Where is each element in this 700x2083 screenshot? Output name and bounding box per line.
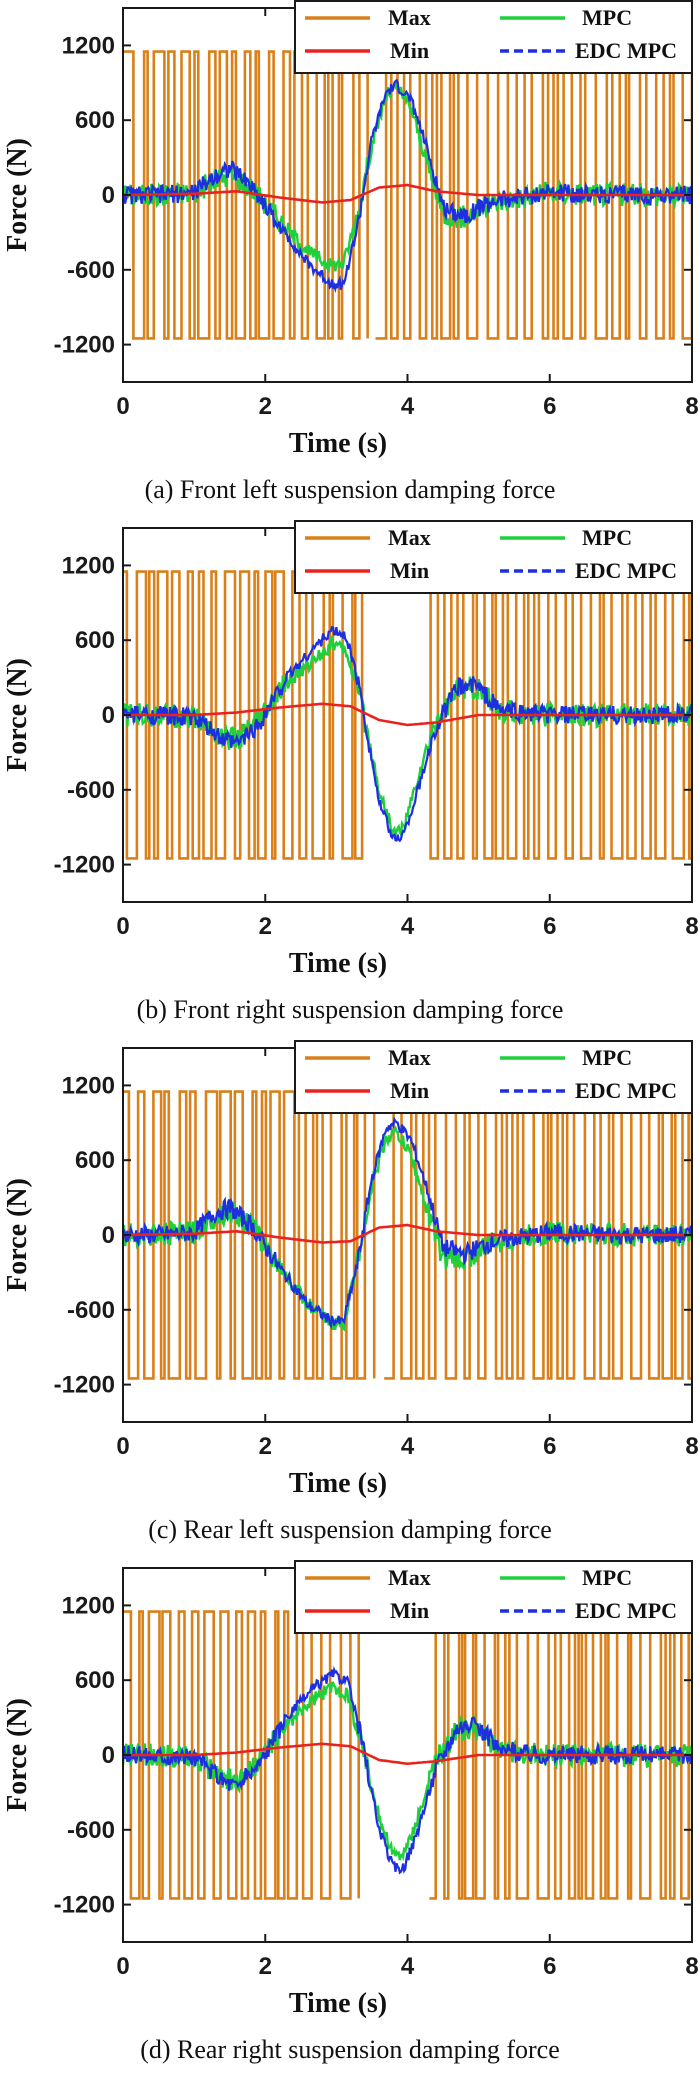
plot-area <box>123 1090 692 1380</box>
y-tick-label: 0 <box>102 702 115 729</box>
legend-box <box>294 1040 693 1114</box>
legend-label-min: Min <box>390 38 429 63</box>
legend-label-mpc: MPC <box>582 1565 632 1590</box>
y-tick-label: 0 <box>102 182 115 209</box>
y-axis-label: Force (N) <box>2 138 33 252</box>
chart-svg: -1200 -600 0 600 1200 0 2 4 6 8 Time (s) Force (N) M… <box>2 1040 699 1499</box>
series-line-edc-mpc <box>123 78 692 294</box>
chart-panel-3: -1200 -600 0 600 1200 0 2 4 6 8 Time (s) Force (N) M… <box>0 1040 700 1560</box>
y-tick-label: 0 <box>102 1742 115 1769</box>
y-tick-label: -1200 <box>54 852 115 879</box>
legend-box <box>294 520 693 594</box>
series-line-min <box>123 1742 692 1766</box>
plot-area <box>123 1610 692 1900</box>
y-tick-label: 600 <box>75 1147 115 1174</box>
legend-box <box>294 0 693 74</box>
x-tick-label: 4 <box>401 913 415 940</box>
chart-svg: -1200 -600 0 600 1200 0 2 4 6 8 Time (s) Force (N) M… <box>2 520 699 979</box>
figure-caption: (c) Rear left suspension damping force <box>148 1515 552 1544</box>
x-tick-label: 4 <box>401 1953 415 1980</box>
x-tick-label: 0 <box>116 1433 129 1460</box>
y-tick-label: -1200 <box>54 1892 115 1919</box>
legend-label-max: Max <box>388 525 431 550</box>
x-axis-label: Time (s) <box>289 428 387 459</box>
y-tick-label: -600 <box>67 257 115 284</box>
x-tick-label: 0 <box>116 393 129 420</box>
x-axis-label: Time (s) <box>289 1988 387 2019</box>
y-tick-label: 1200 <box>62 552 115 579</box>
chart-panel-1: -1200 -600 0 600 1200 0 2 4 6 8 Time (s) Force (N) M… <box>0 0 700 520</box>
series-line-mpc <box>123 636 692 839</box>
x-tick-label: 8 <box>685 1953 698 1980</box>
y-axis-label: Force (N) <box>2 658 33 772</box>
legend-label-edc-mpc: EDC MPC <box>575 558 677 583</box>
chart-svg: -1200 -600 0 600 1200 0 2 4 6 8 Time (s) Force (N) M… <box>2 0 699 459</box>
legend-box <box>294 1560 693 1634</box>
x-tick-label: 4 <box>401 1433 415 1460</box>
legend-label-max: Max <box>388 1045 431 1070</box>
legend-label-max: Max <box>388 5 431 30</box>
series-line-min <box>123 1223 692 1244</box>
chart-svg: -1200 -600 0 600 1200 0 2 4 6 8 Time (s) Force (N) M… <box>2 1560 699 2019</box>
x-tick-label: 6 <box>543 1953 556 1980</box>
legend-label-min: Min <box>390 1078 429 1103</box>
x-tick-label: 6 <box>543 1433 556 1460</box>
x-tick-label: 4 <box>401 393 415 420</box>
series-line-min <box>123 702 692 727</box>
y-tick-label: -600 <box>67 1817 115 1844</box>
x-tick-label: 8 <box>685 1433 698 1460</box>
x-axis-label: Time (s) <box>289 1468 387 1499</box>
x-tick-label: 8 <box>685 913 698 940</box>
legend-label-mpc: MPC <box>582 1045 632 1070</box>
legend-label-max: Max <box>388 1565 431 1590</box>
series-line-min <box>123 183 692 204</box>
figure-caption: (d) Rear right suspension damping force <box>140 2035 560 2064</box>
chart-panel-2: -1200 -600 0 600 1200 0 2 4 6 8 Time (s) Force (N) M… <box>0 520 700 1040</box>
x-tick-label: 2 <box>259 393 272 420</box>
y-tick-label: 1200 <box>62 32 115 59</box>
legend-label-edc-mpc: EDC MPC <box>575 1598 677 1623</box>
legend-label-edc-mpc: EDC MPC <box>575 1078 677 1103</box>
series-line-edc-mpc <box>123 1116 692 1330</box>
y-tick-label: 600 <box>75 107 115 134</box>
x-tick-label: 2 <box>259 913 272 940</box>
x-tick-label: 2 <box>259 1953 272 1980</box>
y-tick-label: 1200 <box>62 1072 115 1099</box>
figure-caption: (b) Front right suspension damping force <box>136 995 564 1024</box>
legend-label-min: Min <box>390 1598 429 1623</box>
x-axis-label: Time (s) <box>289 948 387 979</box>
y-tick-label: 600 <box>75 627 115 654</box>
y-axis-label: Force (N) <box>2 1178 33 1292</box>
legend-label-min: Min <box>390 558 429 583</box>
figure-caption: (a) Front left suspension damping force <box>144 475 556 504</box>
y-tick-label: 0 <box>102 1222 115 1249</box>
legend-label-mpc: MPC <box>582 5 632 30</box>
legend-label-edc-mpc: EDC MPC <box>575 38 677 63</box>
y-tick-label: -1200 <box>54 1372 115 1399</box>
y-tick-label: 1200 <box>62 1592 115 1619</box>
y-tick-label: -1200 <box>54 332 115 359</box>
x-tick-label: 6 <box>543 393 556 420</box>
series-line-edc-mpc <box>123 1665 692 1875</box>
chart-panel-4: -1200 -600 0 600 1200 0 2 4 6 8 Time (s) Force (N) M… <box>0 1560 700 2080</box>
y-tick-label: -600 <box>67 777 115 804</box>
y-tick-label: -600 <box>67 1297 115 1324</box>
legend-label-mpc: MPC <box>582 525 632 550</box>
x-tick-label: 8 <box>685 393 698 420</box>
x-tick-label: 0 <box>116 1953 129 1980</box>
y-tick-label: 600 <box>75 1667 115 1694</box>
series-line-edc-mpc <box>123 625 692 843</box>
x-tick-label: 2 <box>259 1433 272 1460</box>
x-tick-label: 6 <box>543 913 556 940</box>
y-axis-label: Force (N) <box>2 1698 33 1812</box>
x-tick-label: 0 <box>116 913 129 940</box>
